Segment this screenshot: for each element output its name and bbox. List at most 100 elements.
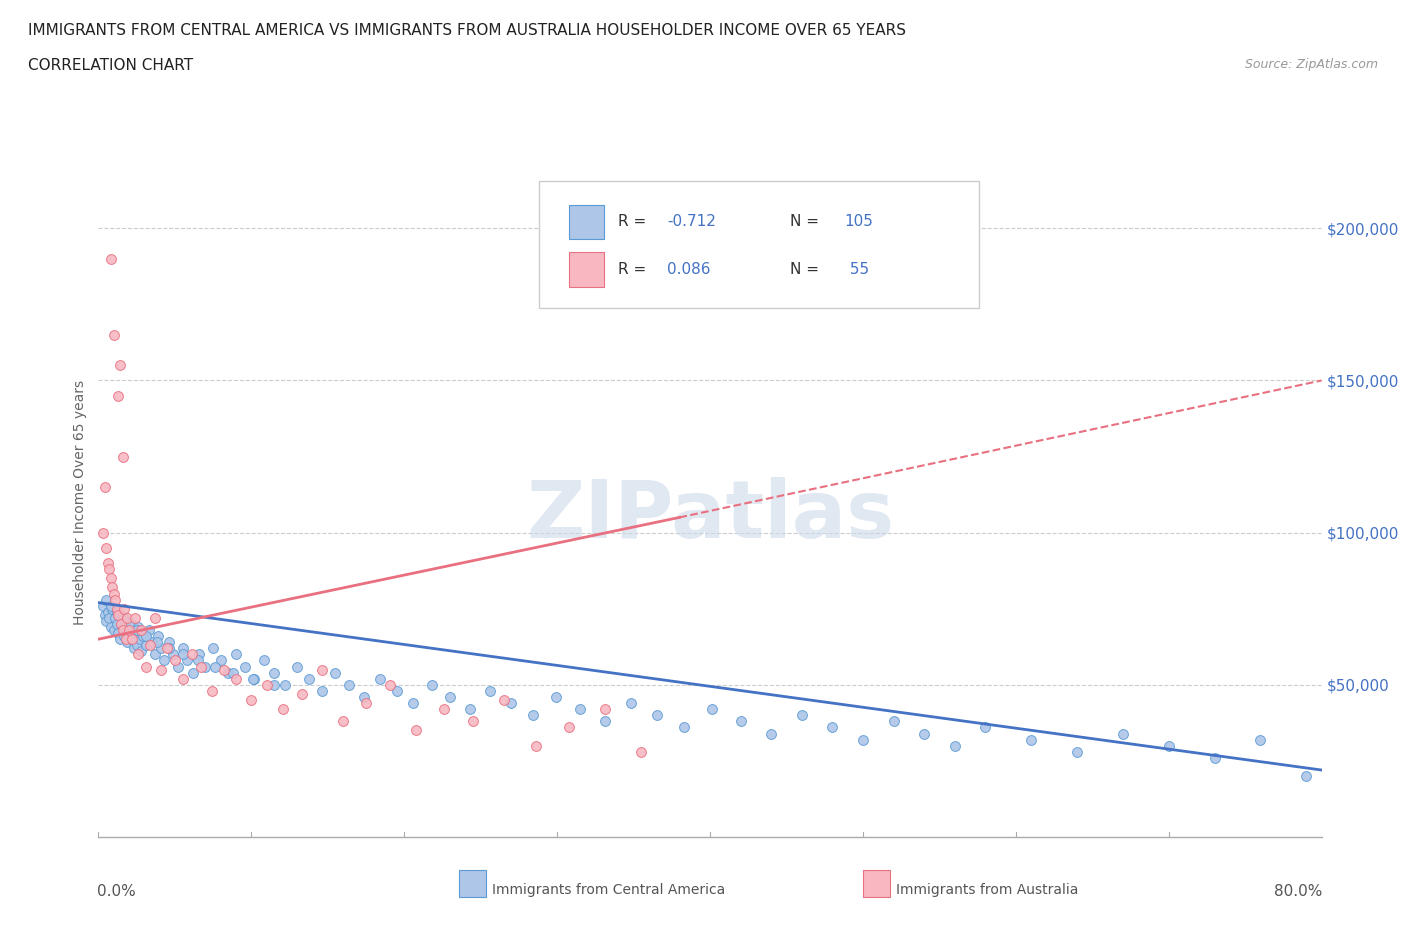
Point <box>129 644 152 658</box>
Point <box>124 610 146 625</box>
Point <box>103 586 125 601</box>
Point <box>883 714 905 729</box>
Point <box>181 665 204 680</box>
Text: -0.712: -0.712 <box>668 214 716 229</box>
Point <box>101 580 124 595</box>
Point <box>156 641 179 656</box>
Point <box>107 388 129 403</box>
Point <box>263 677 285 692</box>
Text: N =: N = <box>790 214 824 229</box>
Point <box>285 659 308 674</box>
Point <box>143 610 166 625</box>
Point <box>121 617 143 631</box>
Point <box>478 684 501 698</box>
Point <box>337 677 360 692</box>
Point <box>98 610 121 625</box>
Point <box>190 659 212 674</box>
Point <box>225 647 247 662</box>
Point <box>94 540 117 555</box>
Text: N =: N = <box>790 262 824 277</box>
Point <box>1019 732 1042 747</box>
Point <box>150 662 173 677</box>
Point <box>730 714 752 729</box>
Text: 0.086: 0.086 <box>668 262 710 277</box>
Point <box>150 641 173 656</box>
Point <box>120 631 142 646</box>
Point <box>94 614 117 629</box>
Point <box>187 653 209 668</box>
Point <box>225 671 247 686</box>
Text: CORRELATION CHART: CORRELATION CHART <box>28 58 193 73</box>
Point <box>146 629 169 644</box>
Point <box>172 641 194 656</box>
Point <box>135 659 157 674</box>
Point <box>163 653 186 668</box>
Point <box>127 619 149 634</box>
Point <box>162 647 184 662</box>
FancyBboxPatch shape <box>538 180 979 308</box>
Point <box>501 696 523 711</box>
Point <box>97 555 120 570</box>
Point <box>97 129 120 144</box>
Point <box>325 665 347 680</box>
Point <box>107 607 129 622</box>
Point <box>108 631 131 646</box>
Point <box>104 592 127 607</box>
Point <box>524 738 547 753</box>
Text: ZIPatlas: ZIPatlas <box>526 476 894 554</box>
Point <box>458 702 481 717</box>
Point <box>311 662 333 677</box>
Point <box>105 617 128 631</box>
Point <box>100 251 122 266</box>
Point <box>209 653 232 668</box>
Point <box>97 604 120 619</box>
Point <box>98 562 121 577</box>
Point <box>100 598 122 613</box>
Point <box>1295 769 1317 784</box>
Point <box>243 671 266 686</box>
Point <box>139 638 162 653</box>
Point <box>263 665 285 680</box>
Point <box>118 622 141 637</box>
Point <box>103 622 125 637</box>
Point <box>129 622 152 637</box>
Point <box>132 629 155 644</box>
FancyBboxPatch shape <box>460 870 486 897</box>
Point <box>558 720 581 735</box>
Point <box>380 677 402 692</box>
Point <box>630 744 652 759</box>
Point <box>110 607 132 622</box>
Point <box>135 638 157 653</box>
Point <box>1157 738 1180 753</box>
Point <box>188 647 211 662</box>
Point <box>202 641 225 656</box>
Point <box>256 677 278 692</box>
FancyBboxPatch shape <box>863 870 890 897</box>
Point <box>111 622 134 637</box>
Point <box>200 684 222 698</box>
Point <box>101 602 124 617</box>
Point <box>1204 751 1226 765</box>
Point <box>1112 726 1135 741</box>
Point <box>111 619 134 634</box>
Point <box>103 327 125 342</box>
Point <box>242 671 264 686</box>
Point <box>461 714 484 729</box>
Point <box>194 659 217 674</box>
Point <box>125 622 148 637</box>
Point <box>385 684 408 698</box>
Point <box>172 671 194 686</box>
Point <box>593 714 616 729</box>
Point <box>124 626 146 641</box>
Text: Immigrants from Australia: Immigrants from Australia <box>896 883 1078 897</box>
Point <box>135 629 157 644</box>
Point <box>204 659 226 674</box>
Point <box>167 659 190 674</box>
Point <box>492 693 515 708</box>
Point <box>332 714 354 729</box>
Point <box>115 631 138 646</box>
Point <box>110 617 132 631</box>
Point <box>291 686 314 701</box>
FancyBboxPatch shape <box>569 252 603 286</box>
Point <box>974 720 997 735</box>
